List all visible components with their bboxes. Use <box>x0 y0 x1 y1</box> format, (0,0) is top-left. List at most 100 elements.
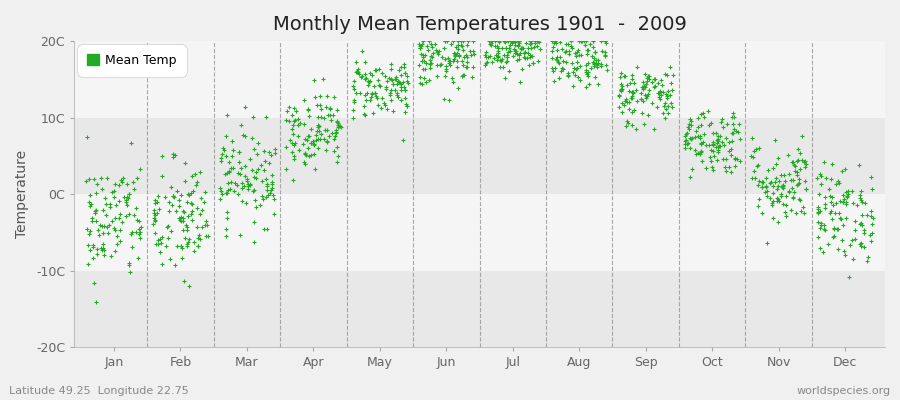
Point <box>467 51 482 58</box>
Point <box>572 38 586 44</box>
Point <box>703 154 717 160</box>
Point <box>570 59 584 65</box>
Point <box>291 133 305 139</box>
Point <box>306 138 320 144</box>
Point <box>174 243 188 250</box>
Point <box>491 54 505 61</box>
Point <box>620 99 634 106</box>
Point <box>522 62 536 68</box>
Point <box>478 52 492 58</box>
Point <box>510 42 525 49</box>
Point <box>187 171 202 177</box>
Point <box>451 42 465 48</box>
Point <box>759 174 773 181</box>
Point <box>320 112 335 118</box>
Point <box>122 269 137 275</box>
Point <box>778 212 793 219</box>
Point <box>588 49 602 55</box>
Point <box>166 194 181 200</box>
Point <box>415 58 429 64</box>
Point <box>146 221 160 227</box>
Point <box>257 158 272 164</box>
Point <box>768 137 782 143</box>
Point <box>423 60 437 67</box>
Point <box>811 233 825 240</box>
Point <box>318 126 332 133</box>
Point <box>383 65 398 72</box>
Point <box>133 229 148 235</box>
Point <box>461 38 475 44</box>
Point <box>832 210 847 216</box>
Point <box>180 198 194 205</box>
Point <box>582 40 597 47</box>
Point <box>587 63 601 70</box>
Point <box>826 202 841 208</box>
Point <box>503 42 517 48</box>
Point <box>369 93 383 99</box>
Point <box>238 173 252 179</box>
Point <box>265 179 279 186</box>
Point <box>824 199 838 205</box>
Point <box>853 240 868 246</box>
Point <box>360 90 374 96</box>
Point <box>297 121 311 127</box>
Point <box>665 104 680 111</box>
Point <box>196 199 211 205</box>
Point <box>174 214 188 220</box>
Point <box>260 225 274 232</box>
Point <box>690 132 705 139</box>
Point <box>688 147 702 154</box>
Point <box>665 72 680 78</box>
Point <box>176 277 191 284</box>
Point <box>484 38 499 44</box>
Point <box>678 145 692 152</box>
Point <box>531 39 545 46</box>
Point <box>724 169 738 175</box>
Point <box>857 230 871 236</box>
Point <box>500 38 515 44</box>
Point <box>718 156 733 162</box>
Point <box>706 141 721 147</box>
Point <box>496 64 510 70</box>
Point <box>625 89 639 96</box>
Point <box>118 199 132 205</box>
Point <box>124 230 139 237</box>
Point <box>764 200 778 206</box>
Point <box>175 245 189 252</box>
Point <box>681 121 696 128</box>
Point <box>285 130 300 137</box>
Point <box>614 70 628 76</box>
Point <box>382 75 396 81</box>
Point <box>380 106 394 112</box>
Point <box>531 58 545 64</box>
Point <box>99 200 113 207</box>
Point <box>388 76 402 82</box>
Point <box>97 222 112 229</box>
Point <box>90 250 104 257</box>
Point <box>845 188 859 195</box>
Point <box>511 38 526 44</box>
Point <box>226 147 240 153</box>
Point <box>350 68 365 74</box>
Point <box>814 220 828 226</box>
Point <box>617 102 632 108</box>
Point <box>731 129 745 135</box>
Point <box>134 224 148 230</box>
Point <box>95 230 110 236</box>
Point <box>99 175 113 181</box>
Point <box>839 214 853 221</box>
Point <box>680 137 694 144</box>
Point <box>348 90 363 96</box>
Point <box>346 98 361 105</box>
Point <box>774 191 788 198</box>
Point <box>773 193 788 200</box>
Point <box>719 168 733 174</box>
Point <box>528 40 543 46</box>
Point <box>424 53 438 59</box>
Point <box>465 38 480 44</box>
Point <box>431 51 446 58</box>
Point <box>556 66 571 72</box>
Point <box>531 38 545 44</box>
Point <box>413 43 428 49</box>
Point <box>787 188 801 195</box>
